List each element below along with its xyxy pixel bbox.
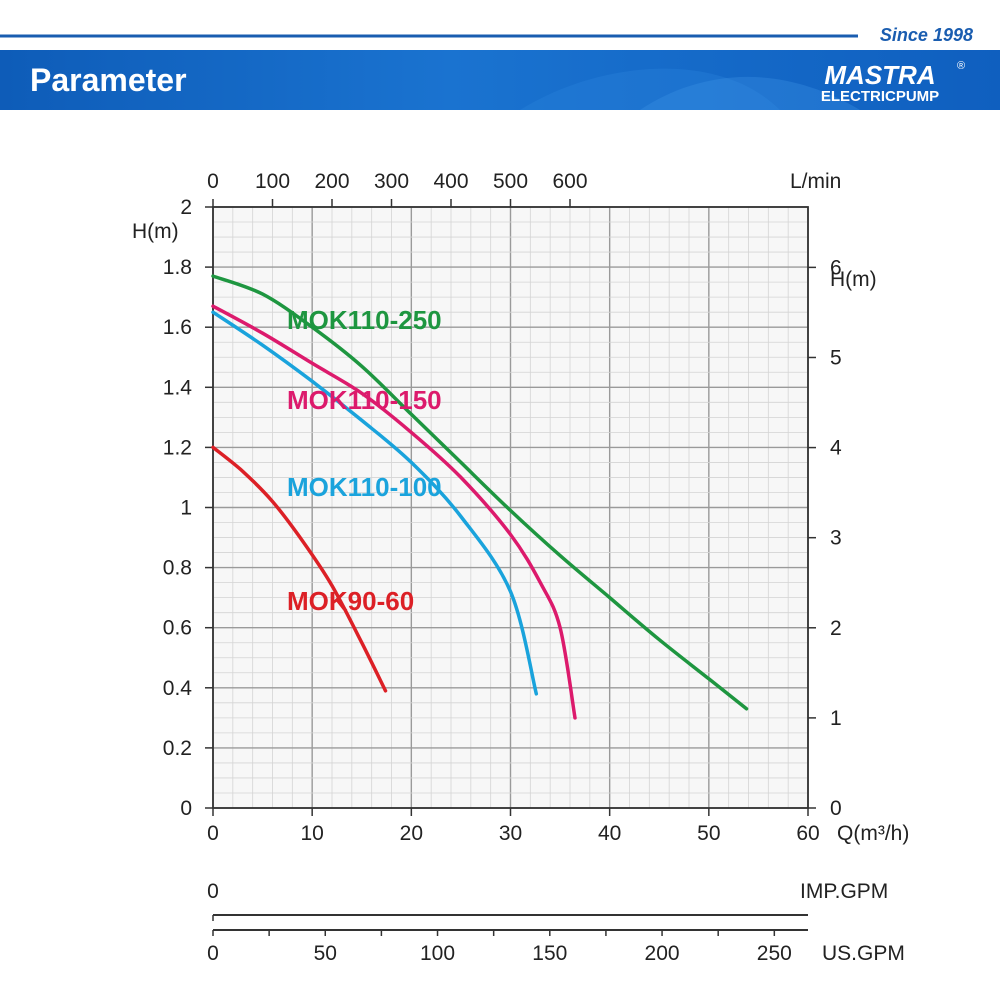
y-right-axis-label: H(m) xyxy=(830,268,877,291)
y-left-tick-label: 0.6 xyxy=(163,617,192,640)
top-tick-label: 400 xyxy=(433,170,468,193)
y-left-tick-label: 1.2 xyxy=(163,436,192,459)
brand-logo: MASTRA ELECTRICPUMP ® xyxy=(821,60,965,105)
y-left-tick-label: 0.2 xyxy=(163,737,192,760)
y-left-tick-label: 2 xyxy=(180,196,192,219)
since-text: Since 1998 xyxy=(880,25,973,45)
top-tick-label: 500 xyxy=(493,170,528,193)
x-tick-label: 50 xyxy=(697,822,720,845)
us-gpm-tick-label: 100 xyxy=(420,942,455,965)
y-left-tick-label: 0.4 xyxy=(163,677,193,700)
y-right-tick-label: 0 xyxy=(830,797,842,820)
x-tick-label: 10 xyxy=(300,822,323,845)
chart-series xyxy=(211,274,749,720)
y-right-tick-label: 6 xyxy=(830,256,842,279)
y-right-tick-label: 3 xyxy=(830,527,842,550)
chart-axes: 0 10 20 30 40 50 60 Q(m³/h)0 100 200 300 400 500 600 L… xyxy=(132,170,909,965)
top-tick-label: 100 xyxy=(255,170,290,193)
us-gpm-tick-label: 50 xyxy=(314,942,337,965)
series-label-mok90-60: MOK90-60 xyxy=(287,586,414,616)
y-left-tick-label: 1.6 xyxy=(163,316,192,339)
us-gpm-tick-label: 0 xyxy=(207,942,219,965)
curve-mok110-100 xyxy=(211,310,539,696)
registered-mark: ® xyxy=(957,60,965,72)
imp-gpm-label: IMP.GPM xyxy=(800,880,888,903)
y-right-tick-label: 2 xyxy=(830,617,842,640)
top-tick-label: 0 xyxy=(207,170,219,193)
imp-gpm-tick-label: 0 xyxy=(207,880,219,903)
y-left-tick-label: 0.8 xyxy=(163,557,192,580)
x-tick-label: 60 xyxy=(796,822,819,845)
chart-labels: MOK110-250 MOK110-150 MOK110-100 MOK90-60 xyxy=(287,305,442,616)
page-title: Parameter xyxy=(30,62,187,98)
series-label-mok110-250: MOK110-250 xyxy=(287,305,442,335)
x-axis-label: Q(m³/h) xyxy=(837,822,909,845)
series-label-mok110-100: MOK110-100 xyxy=(287,472,442,502)
us-gpm-label: US.GPM xyxy=(822,942,905,965)
chart-grid xyxy=(212,206,809,809)
curve-mok110-250 xyxy=(211,274,749,711)
series-label-mok110-150: MOK110-150 xyxy=(287,385,442,415)
top-tick-label: 200 xyxy=(314,170,349,193)
x-tick-label: 30 xyxy=(499,822,522,845)
curve-mok90-60 xyxy=(211,445,388,693)
title-band xyxy=(0,50,1000,110)
y-right-tick-label: 1 xyxy=(830,707,842,730)
brand-subtitle: ELECTRICPUMP xyxy=(821,88,939,105)
curve-mok110-150 xyxy=(211,304,577,720)
us-gpm-tick-label: 250 xyxy=(757,942,792,965)
header-banner: Since 1998 Parameter MASTRA ELECTRICPUMP… xyxy=(0,25,1000,110)
brand-mark: MASTRA xyxy=(824,60,935,90)
x-tick-label: 0 xyxy=(207,822,219,845)
top-axis-label: L/min xyxy=(790,170,841,193)
y-right-tick-label: 5 xyxy=(830,346,842,369)
top-tick-label: 600 xyxy=(552,170,587,193)
y-left-tick-label: 1.8 xyxy=(163,256,192,279)
y-right-tick-label: 4 xyxy=(830,437,842,460)
us-gpm-tick-label: 200 xyxy=(645,942,680,965)
x-tick-label: 20 xyxy=(400,822,423,845)
us-gpm-tick-label: 150 xyxy=(532,942,567,965)
y-left-tick-label: 0 xyxy=(180,797,192,820)
top-tick-label: 300 xyxy=(374,170,409,193)
y-left-tick-label: 1.4 xyxy=(163,376,193,399)
y-left-tick-label: 1 xyxy=(180,497,192,520)
y-left-axis-label: H(m) xyxy=(132,220,179,243)
x-tick-label: 40 xyxy=(598,822,621,845)
